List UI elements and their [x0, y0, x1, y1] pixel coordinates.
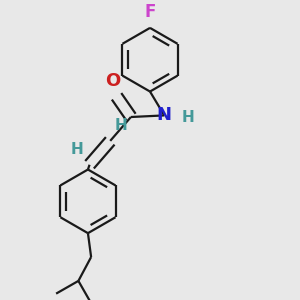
Text: F: F [144, 3, 156, 21]
Text: H: H [182, 110, 195, 125]
Text: H: H [115, 118, 128, 133]
Text: H: H [71, 142, 84, 157]
Text: N: N [157, 106, 172, 124]
Text: O: O [105, 72, 120, 90]
